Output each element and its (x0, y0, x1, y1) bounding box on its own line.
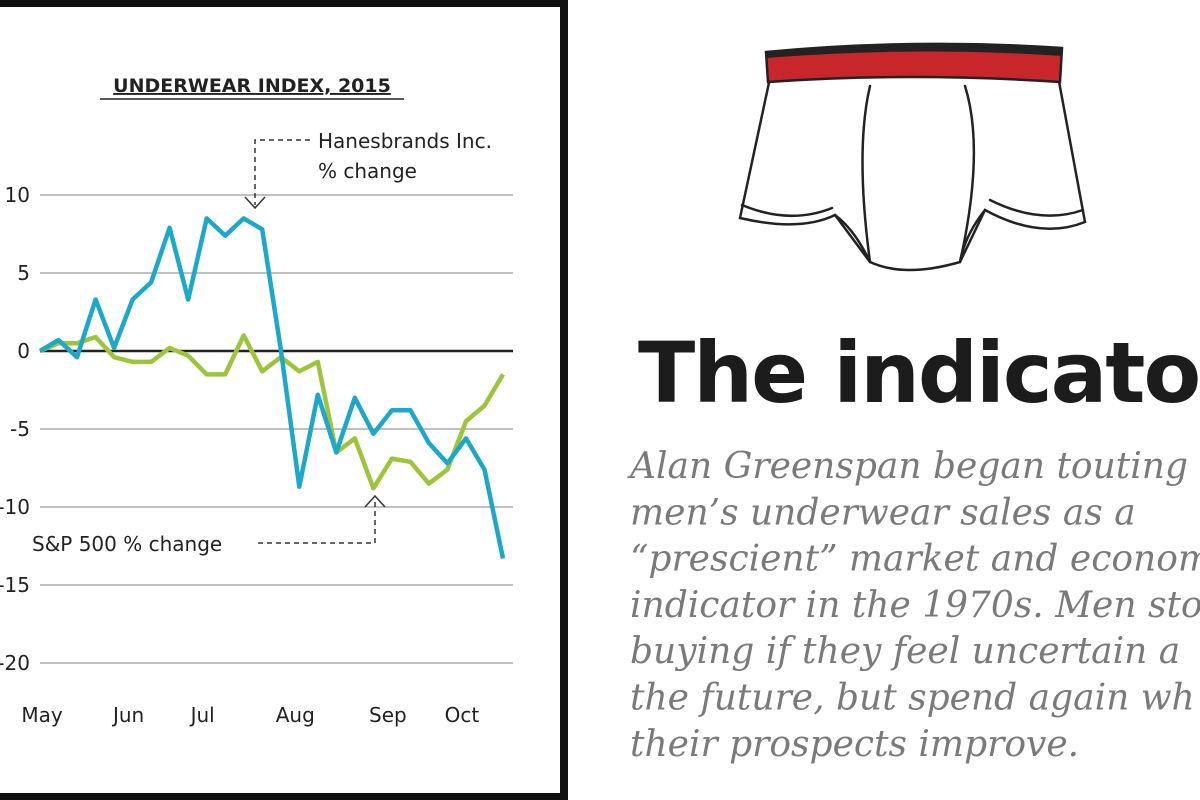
x-tick-label: Sep (369, 703, 407, 727)
underwear-illustration (738, 42, 1087, 272)
series-line (39, 333, 505, 491)
article-line: men’s underwear sales as a (630, 492, 1136, 533)
article-line: Alan Greenspan began touting (627, 446, 1188, 487)
y-tick-label: -10 (0, 495, 30, 519)
y-tick-label: -20 (0, 651, 30, 675)
y-tick-label: 10 (5, 183, 30, 207)
series-label: Hanesbrands Inc. (318, 129, 492, 153)
x-tick-label: Jun (111, 703, 144, 727)
y-tick-label: -5 (10, 417, 30, 441)
annotation-arrow (244, 196, 266, 210)
x-tick-label: Jul (189, 703, 215, 727)
article-line: their prospects improve. (630, 724, 1079, 765)
article-body: Alan Greenspan began touting men’s underw… (627, 446, 1200, 765)
annotation-arrow (364, 494, 386, 508)
series-label: S&P 500 % change (32, 532, 222, 556)
y-tick-label: 5 (17, 261, 30, 285)
annotation-leader (254, 139, 310, 205)
plot: 10 5 0 -5 -10 -15 -20 May Jun Jul Aug Sep Oct (0, 183, 513, 727)
article-line: the future, but spend again wh (630, 678, 1195, 719)
article-line: buying if they feel uncertain a (630, 631, 1180, 672)
y-tick-label: 0 (17, 339, 30, 363)
article-line: indicator in the 1970s. Men sto (630, 585, 1200, 626)
chart-title: UNDERWEAR INDEX, 2015 (113, 75, 391, 97)
x-tick-label: Aug (276, 703, 315, 727)
annotation: % change (318, 159, 417, 183)
x-tick-label: Oct (445, 703, 480, 727)
y-tick-label: -15 (0, 573, 30, 597)
x-tick-label: May (21, 703, 63, 727)
chart-frame (0, 0, 568, 800)
article-heading: The indicator (638, 324, 1200, 422)
article-line: “prescient” market and econom (630, 539, 1200, 580)
annotation-leader (258, 500, 376, 544)
series-line (38, 216, 506, 559)
